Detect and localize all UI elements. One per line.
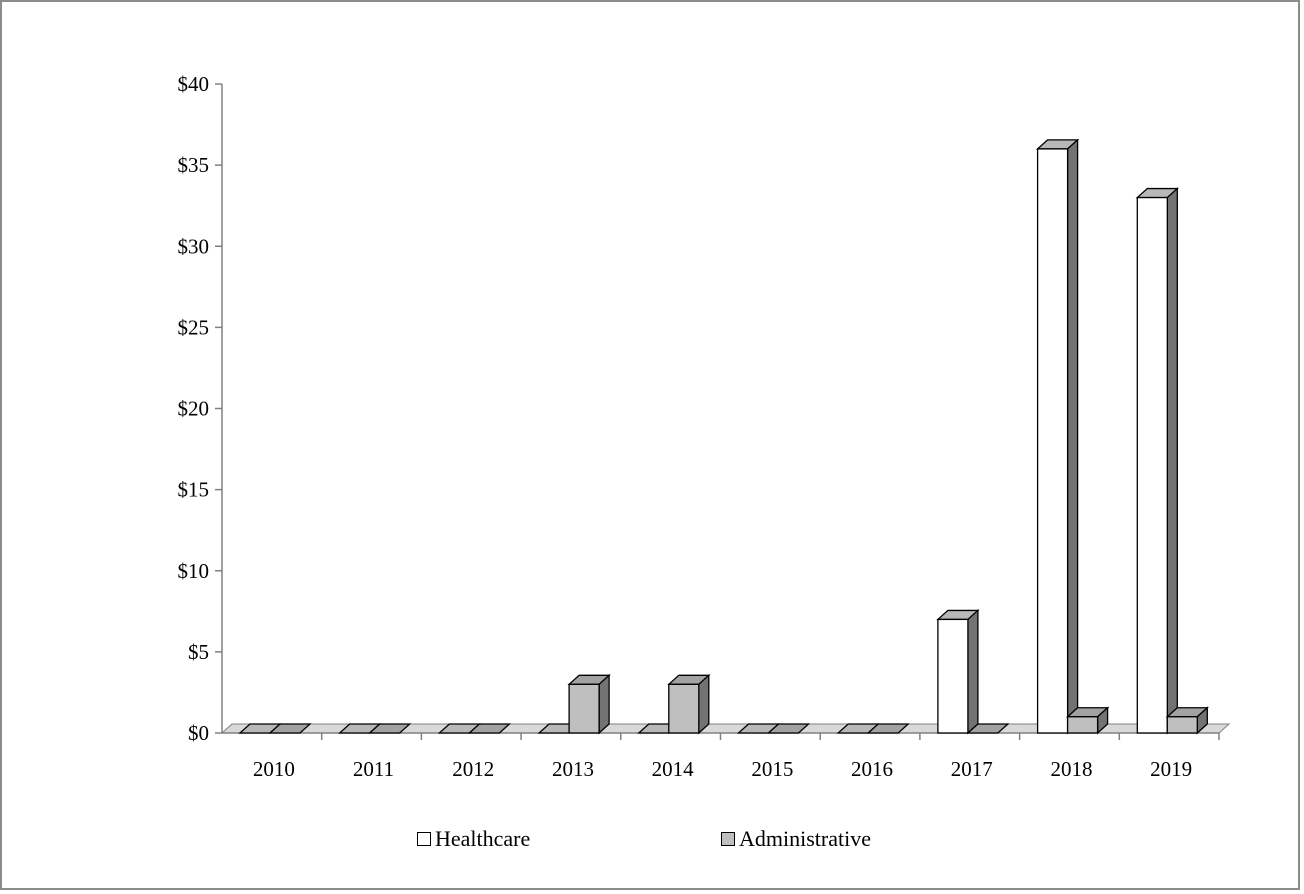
bar-side-face: [598, 673, 610, 735]
legend-item-administrative: Administrative: [721, 826, 871, 852]
legend-label-administrative: Administrative: [739, 826, 871, 851]
x-tick-label: 2014: [652, 757, 695, 781]
bar-top-face: [467, 723, 512, 734]
legend-swatch-healthcare: [417, 832, 431, 846]
y-tick-label: $25: [178, 315, 210, 339]
bar: [368, 723, 412, 734]
bar-front-face: [1036, 148, 1069, 734]
bar-side-face: [1166, 187, 1178, 735]
bar-front-face: [937, 618, 969, 734]
bar-front-face: [1166, 716, 1198, 734]
bars: [238, 138, 1209, 735]
legend-swatch-administrative: [721, 832, 735, 846]
bar: [567, 673, 611, 735]
x-axis-ticks: 2010 2011 2012 2013 2014 2015 2016 2017 2018 2019: [253, 733, 1220, 781]
y-tick-label: $0: [188, 721, 209, 745]
bar-side-face: [1066, 138, 1079, 735]
bar: [467, 723, 512, 734]
bar-front-face: [568, 683, 600, 734]
x-tick-label: 2011: [353, 757, 394, 781]
x-tick-label: 2013: [552, 757, 594, 781]
bar: [866, 723, 910, 734]
bar: [966, 723, 1010, 734]
legend: Healthcare Administrative: [0, 826, 1304, 862]
bar: [1065, 706, 1110, 735]
x-tick-label: 2010: [253, 757, 295, 781]
y-tick-label: $5: [188, 640, 209, 664]
bar-top-face: [866, 723, 910, 734]
x-tick-label: 2015: [751, 757, 793, 781]
bar: [1165, 706, 1209, 735]
bar-side-face: [698, 673, 710, 735]
y-tick-label: $30: [178, 234, 210, 258]
y-tick-label: $15: [178, 478, 210, 502]
bar: [1135, 187, 1179, 735]
x-tick-label: 2012: [452, 757, 494, 781]
y-tick-label: $20: [178, 397, 210, 421]
x-tick-label: 2016: [851, 757, 893, 781]
bar: [667, 673, 711, 735]
x-tick-label: 2018: [1050, 757, 1092, 781]
bar: [766, 723, 811, 734]
x-tick-label: 2017: [951, 757, 993, 781]
x-tick-label: 2019: [1150, 757, 1192, 781]
bar-top-face: [766, 723, 811, 734]
bar-front-face: [1066, 716, 1099, 734]
bar: [268, 723, 312, 734]
y-tick-label: $10: [178, 559, 210, 583]
bar: [936, 608, 980, 735]
bar-side-face: [967, 608, 979, 735]
bar: [1035, 138, 1080, 735]
bar-top-face: [368, 723, 412, 734]
bar-front-face: [668, 683, 700, 734]
bar-front-face: [1136, 196, 1168, 734]
y-tick-label: $40: [178, 72, 210, 96]
bar-top-face: [966, 723, 1010, 734]
y-axis-ticks: $0 $5 $10 $15 $20 $25 $30 $35 $40: [178, 72, 222, 745]
legend-label-healthcare: Healthcare: [435, 826, 531, 851]
bar-top-face: [268, 723, 312, 734]
y-tick-label: $35: [178, 153, 210, 177]
legend-item-healthcare: Healthcare: [417, 826, 530, 852]
